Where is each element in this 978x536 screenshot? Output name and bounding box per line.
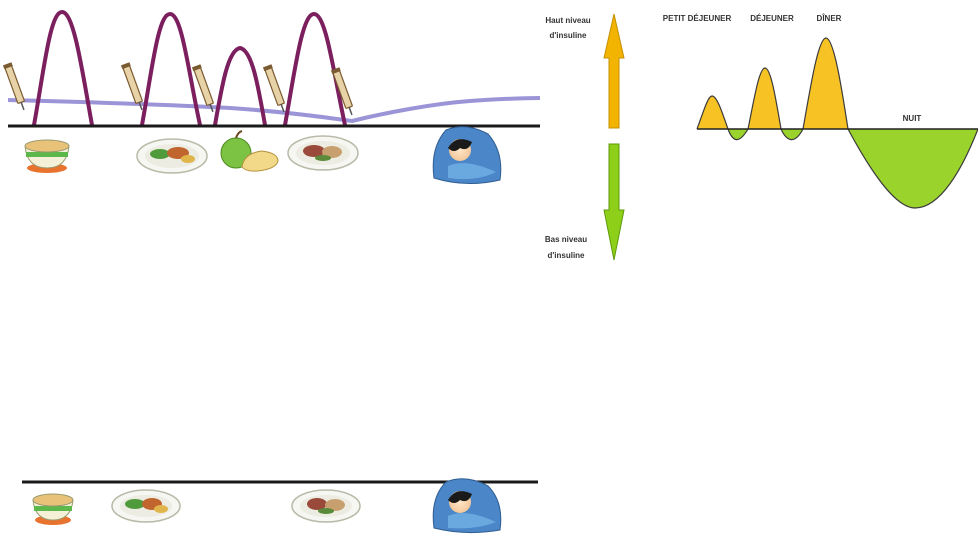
cereal-bowl-icon	[24, 139, 70, 173]
low-insulin-label-1: Bas niveau	[545, 235, 587, 244]
label-breakfast: PETIT DÉJEUNER	[663, 14, 732, 23]
sleeping-person-icon	[432, 478, 502, 534]
low-insulin-label-2: d'insuline	[547, 251, 585, 260]
baseline-insulin-curve	[7, 96, 541, 124]
meal-plate-icon	[287, 135, 359, 171]
label-night: NUIT	[903, 114, 922, 123]
cereal-bowl-icon	[32, 493, 74, 525]
meal-plate-icon	[136, 138, 208, 174]
high-insulin-label-1: Haut niveau	[545, 16, 590, 25]
breakfast-peak	[697, 96, 728, 129]
high-insulin-label-2: d'insuline	[549, 31, 587, 40]
injection-curve-panel	[2, 9, 541, 185]
down-arrow-icon	[603, 143, 625, 261]
insulin-profile-panel: PETIT DÉJEUNER DÉJEUNER DÎNER NUIT	[663, 14, 978, 209]
syringe-icon	[2, 62, 25, 111]
label-dinner: DÎNER	[817, 14, 842, 23]
meal-plate-icon	[111, 489, 181, 523]
syringe-icon	[330, 67, 353, 116]
bottom-timeline-panel	[22, 478, 538, 534]
syringe-icon	[262, 64, 285, 113]
dip-after-breakfast	[728, 129, 748, 140]
sleeping-person-icon	[432, 126, 502, 185]
meal-plate-icon	[291, 489, 361, 523]
insulin-level-arrows: Haut niveau d'insuline Bas niveau d'insu…	[545, 13, 625, 261]
label-lunch: DÉJEUNER	[750, 14, 794, 23]
syringe-icon	[120, 62, 143, 111]
up-arrow-icon	[603, 13, 625, 129]
dinner-peak	[803, 38, 848, 129]
night-trough	[848, 129, 978, 208]
lunch-peak	[748, 68, 781, 129]
syringe-icon	[191, 64, 214, 113]
bolus-insulin-curve	[32, 9, 347, 126]
fruit-snack-icon	[220, 130, 279, 172]
